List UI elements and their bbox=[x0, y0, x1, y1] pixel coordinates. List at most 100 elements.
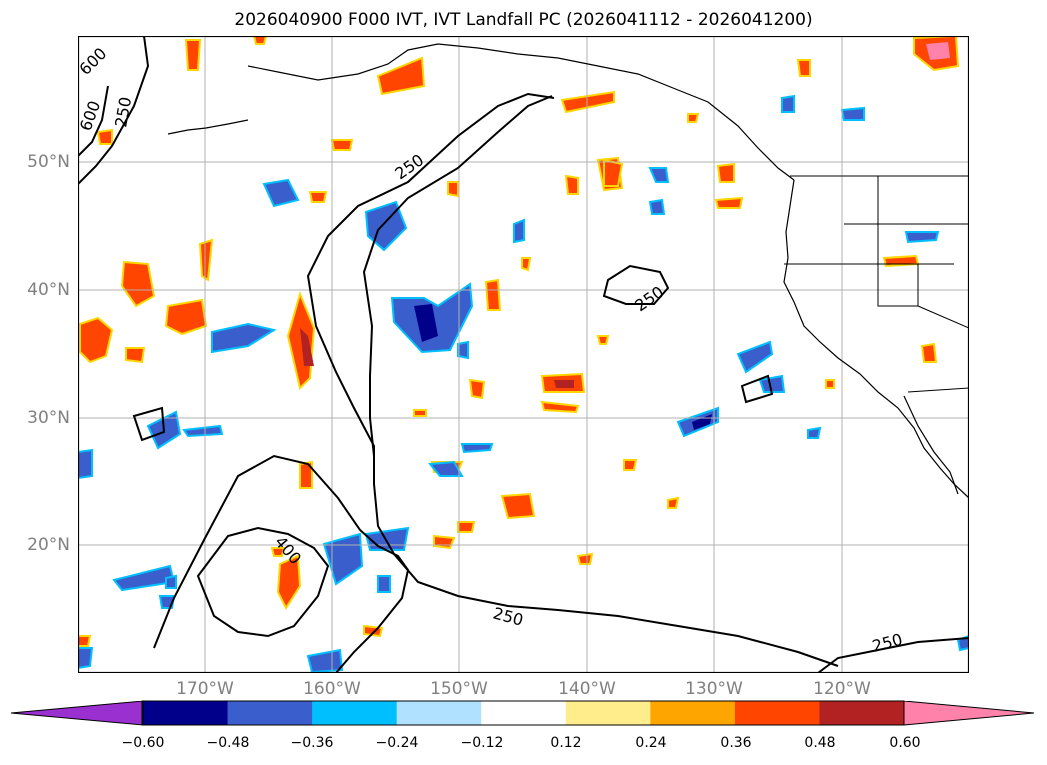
north-america-coast bbox=[783, 179, 969, 499]
political-borders bbox=[784, 175, 969, 393]
anomaly-blob bbox=[457, 340, 469, 360]
lat-label: 40°N bbox=[27, 280, 70, 300]
anomaly-blob bbox=[428, 460, 464, 477]
colorbar-tick: −0.48 bbox=[206, 735, 250, 751]
anomaly-blob bbox=[96, 128, 113, 145]
lon-label: 130°W bbox=[685, 679, 743, 699]
anomaly-blob bbox=[460, 443, 494, 454]
anomaly-blob bbox=[500, 492, 536, 520]
anomaly-blob bbox=[457, 521, 476, 533]
state-borders bbox=[784, 176, 969, 329]
colorbar-segment bbox=[481, 701, 567, 725]
anomaly-blob bbox=[184, 39, 202, 71]
contour-bottom-right bbox=[817, 637, 969, 673]
anomaly-blob bbox=[926, 42, 950, 60]
colorbar-segment bbox=[650, 701, 736, 725]
colorbar-segment bbox=[396, 701, 482, 725]
anomaly-blob bbox=[513, 218, 525, 244]
anomaly-blob bbox=[564, 174, 579, 195]
anomaly-blob bbox=[807, 426, 822, 439]
lat-label: 20°N bbox=[27, 535, 70, 555]
anomaly-blob bbox=[920, 342, 938, 363]
anomaly-blob bbox=[623, 459, 638, 471]
anomaly-blob bbox=[413, 409, 427, 417]
anomaly-blob bbox=[667, 496, 680, 509]
anomaly-blob bbox=[165, 574, 177, 589]
lon-label: 160°W bbox=[303, 679, 361, 699]
colorbar-segment bbox=[819, 701, 905, 725]
anomaly-blob bbox=[120, 260, 156, 308]
colorbar-tick: 0.60 bbox=[889, 735, 921, 751]
colorbar-segment bbox=[734, 701, 820, 725]
lon-label: 140°W bbox=[558, 679, 616, 699]
anomaly-blob bbox=[78, 647, 94, 670]
anomaly-blob bbox=[468, 378, 486, 400]
contour-250-outer bbox=[306, 92, 839, 667]
colorbar-tick: 0.24 bbox=[635, 735, 667, 751]
anomaly-blob bbox=[716, 162, 735, 183]
colorbar-segment bbox=[565, 701, 651, 725]
anomaly-blob bbox=[79, 316, 114, 364]
anomaly-blob bbox=[840, 106, 865, 121]
colorbar-extend-low bbox=[11, 701, 143, 725]
colorbar-tick: 0.12 bbox=[550, 735, 582, 751]
anomaly-blob bbox=[252, 36, 268, 45]
anomaly-blob bbox=[414, 304, 438, 342]
lon-label: 170°W bbox=[176, 679, 234, 699]
colorbar-tick: −0.12 bbox=[460, 735, 504, 751]
anomaly-blob bbox=[521, 257, 532, 272]
anomaly-blob bbox=[211, 322, 277, 354]
map-title: 2026040900 F000 IVT, IVT Landfall PC (20… bbox=[234, 10, 813, 30]
anomaly-blob bbox=[262, 178, 300, 208]
anomaly-blob bbox=[736, 340, 774, 374]
anomaly-blob bbox=[377, 575, 391, 593]
colorbar-tick: −0.36 bbox=[290, 735, 334, 751]
anomaly-blob bbox=[78, 448, 93, 480]
colorbar-tick: 0.48 bbox=[804, 735, 836, 751]
anomaly-blob bbox=[299, 460, 313, 489]
anomaly-blob bbox=[596, 335, 610, 345]
anomaly-blob bbox=[603, 158, 624, 187]
aleutian-islands bbox=[167, 119, 249, 135]
us-mexico-border bbox=[907, 387, 969, 393]
colorbar-tick: −0.60 bbox=[121, 735, 165, 751]
anomaly-blob bbox=[164, 298, 208, 336]
anomaly-blob bbox=[125, 347, 146, 364]
colorbar-segment bbox=[227, 701, 313, 725]
anomaly-blob bbox=[276, 554, 302, 611]
anomaly-blob bbox=[484, 278, 502, 311]
colorbar-extend-high bbox=[904, 701, 1034, 725]
ivt-map: 600 600 250 250 250 400 250 250 bbox=[78, 36, 969, 673]
anomaly-blob bbox=[825, 379, 835, 389]
anomaly-blob bbox=[781, 94, 795, 113]
anomaly-blob bbox=[376, 56, 426, 96]
anomaly-blob bbox=[182, 424, 224, 438]
baja-coast bbox=[903, 395, 959, 495]
anomaly-blob bbox=[758, 374, 786, 393]
anomaly-blob bbox=[330, 139, 354, 151]
anomaly-blob bbox=[560, 90, 615, 114]
anomaly-blob bbox=[796, 59, 811, 77]
anomaly-blob bbox=[300, 328, 314, 366]
colorbar-tick: 0.36 bbox=[720, 735, 752, 751]
anomaly-blob bbox=[270, 547, 286, 557]
contour-600 bbox=[78, 36, 150, 185]
contour-400 bbox=[153, 454, 410, 673]
anomaly-blob bbox=[904, 231, 940, 244]
anomaly-blob bbox=[433, 534, 456, 550]
anomaly-blob bbox=[687, 113, 700, 123]
lat-label: 30°N bbox=[27, 408, 70, 428]
lat-lon-grid bbox=[78, 36, 969, 673]
anomaly-blob bbox=[306, 648, 344, 673]
contour-small-b bbox=[740, 374, 774, 404]
contour-small-a bbox=[132, 406, 166, 442]
anomaly-blob bbox=[648, 198, 666, 215]
anomaly-blob bbox=[714, 196, 744, 209]
anomaly-blob bbox=[447, 181, 459, 198]
lon-label: 120°W bbox=[813, 679, 871, 699]
anomaly-blob bbox=[198, 238, 214, 282]
anomaly-blob bbox=[78, 635, 92, 647]
anomaly-blob bbox=[554, 380, 574, 388]
colorbar-segment bbox=[143, 701, 229, 725]
colorbar-segment bbox=[312, 701, 398, 725]
